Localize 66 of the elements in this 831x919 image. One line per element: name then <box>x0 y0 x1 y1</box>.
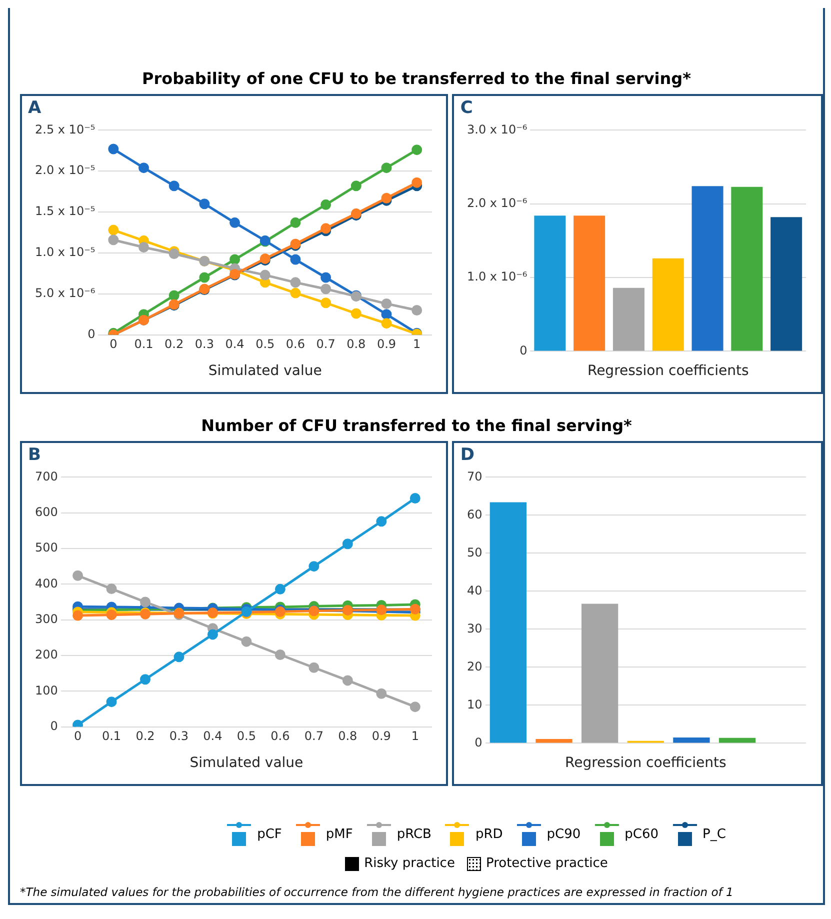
text: Protective practice <box>486 856 608 871</box>
x-tick-label: 0.6 <box>286 337 306 352</box>
x-tick-label: 0.4 <box>225 337 244 352</box>
x-tick-label: 0.8 <box>346 337 366 352</box>
x-tick-label: 0.1 <box>134 337 154 352</box>
x-tick-label: 1 <box>411 729 419 744</box>
text: Risky practice <box>364 856 455 871</box>
x-tick-label: 0.4 <box>203 729 222 744</box>
y-tick-label: 100 <box>35 683 58 698</box>
y-tick-label: 3.0 x 10⁻⁶ <box>467 122 528 136</box>
legend-label: pRCB <box>396 826 432 842</box>
text: A <box>28 98 42 118</box>
x-axis-title: Simulated value <box>208 363 322 380</box>
x-axis-title: Regression coefficients <box>588 363 750 380</box>
x-tick-label: 0.7 <box>304 729 324 744</box>
y-tick-label: 400 <box>35 576 58 590</box>
text: C <box>460 98 473 118</box>
x-tick-label: 0 <box>74 729 82 744</box>
legend-label: pMF <box>326 826 353 842</box>
chart-title: Number of CFU transferred to the final serving* <box>200 415 633 437</box>
x-axis-title: Simulated value <box>190 755 304 772</box>
y-tick-label: 5.0 x 10⁻⁶ <box>34 286 96 300</box>
x-axis-title: Regression coefficients <box>565 755 727 772</box>
x-tick-label: 0.1 <box>102 729 122 744</box>
legend-label: pC60 <box>624 826 659 842</box>
y-tick-label: 40 <box>467 583 483 598</box>
text: B <box>28 445 41 465</box>
y-tick-label: 200 <box>35 648 58 662</box>
x-tick-label: 0.7 <box>316 337 336 352</box>
legend-label: pRD <box>475 826 503 842</box>
x-tick-label: 0.6 <box>270 729 290 744</box>
y-tick-label: 600 <box>35 504 58 519</box>
y-tick-label: 10 <box>467 697 483 712</box>
text: D <box>460 445 475 465</box>
y-tick-label: 50 <box>467 545 483 560</box>
x-tick-label: 0.8 <box>338 729 358 744</box>
x-tick-label: 0.3 <box>169 729 189 744</box>
x-tick-label: 0 <box>110 337 118 352</box>
x-tick-label: 0.2 <box>164 337 184 352</box>
legend-label: pCF <box>257 826 282 842</box>
y-tick-label: 700 <box>35 469 58 484</box>
y-tick-label: 1.5 x 10⁻⁵ <box>34 204 96 218</box>
chart-title: Probability of one CFU to be transferred to the final serving* <box>141 68 692 90</box>
y-tick-label: 60 <box>467 507 483 522</box>
x-tick-label: 0.9 <box>376 337 396 352</box>
x-tick-label: 1 <box>413 337 421 352</box>
y-tick-label: 70 <box>467 469 483 484</box>
legend-label: P_C <box>702 826 726 842</box>
x-tick-label: 0.3 <box>194 337 214 352</box>
x-tick-label: 0.5 <box>236 729 256 744</box>
y-tick-label: 300 <box>35 612 58 626</box>
y-tick-label: 0 <box>88 326 96 341</box>
x-tick-label: 0.2 <box>136 729 155 744</box>
x-tick-label: 0.5 <box>256 337 275 352</box>
legend-label: pC90 <box>546 826 581 842</box>
text: *The simulated values for the probabilities of occurrence from the different hygiene practices are expressed in fraction of 1 <box>20 885 734 899</box>
y-tick-label: 500 <box>35 540 58 555</box>
y-tick-label: 30 <box>467 621 483 636</box>
y-tick-label: 2.0 x 10⁻⁶ <box>467 196 528 210</box>
y-tick-label: 2.5 x 10⁻⁵ <box>34 122 96 136</box>
y-tick-label: 1.0 x 10⁻⁶ <box>467 270 528 284</box>
y-tick-label: 0 <box>50 718 58 733</box>
y-tick-label: 1.0 x 10⁻⁵ <box>34 245 96 260</box>
y-tick-label: 2.0 x 10⁻⁵ <box>34 163 96 178</box>
x-tick-label: 0.9 <box>372 729 391 744</box>
y-tick-label: 20 <box>467 659 483 674</box>
